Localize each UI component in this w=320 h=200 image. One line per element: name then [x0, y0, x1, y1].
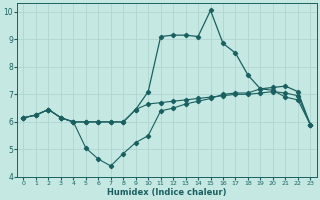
X-axis label: Humidex (Indice chaleur): Humidex (Indice chaleur) [107, 188, 227, 197]
